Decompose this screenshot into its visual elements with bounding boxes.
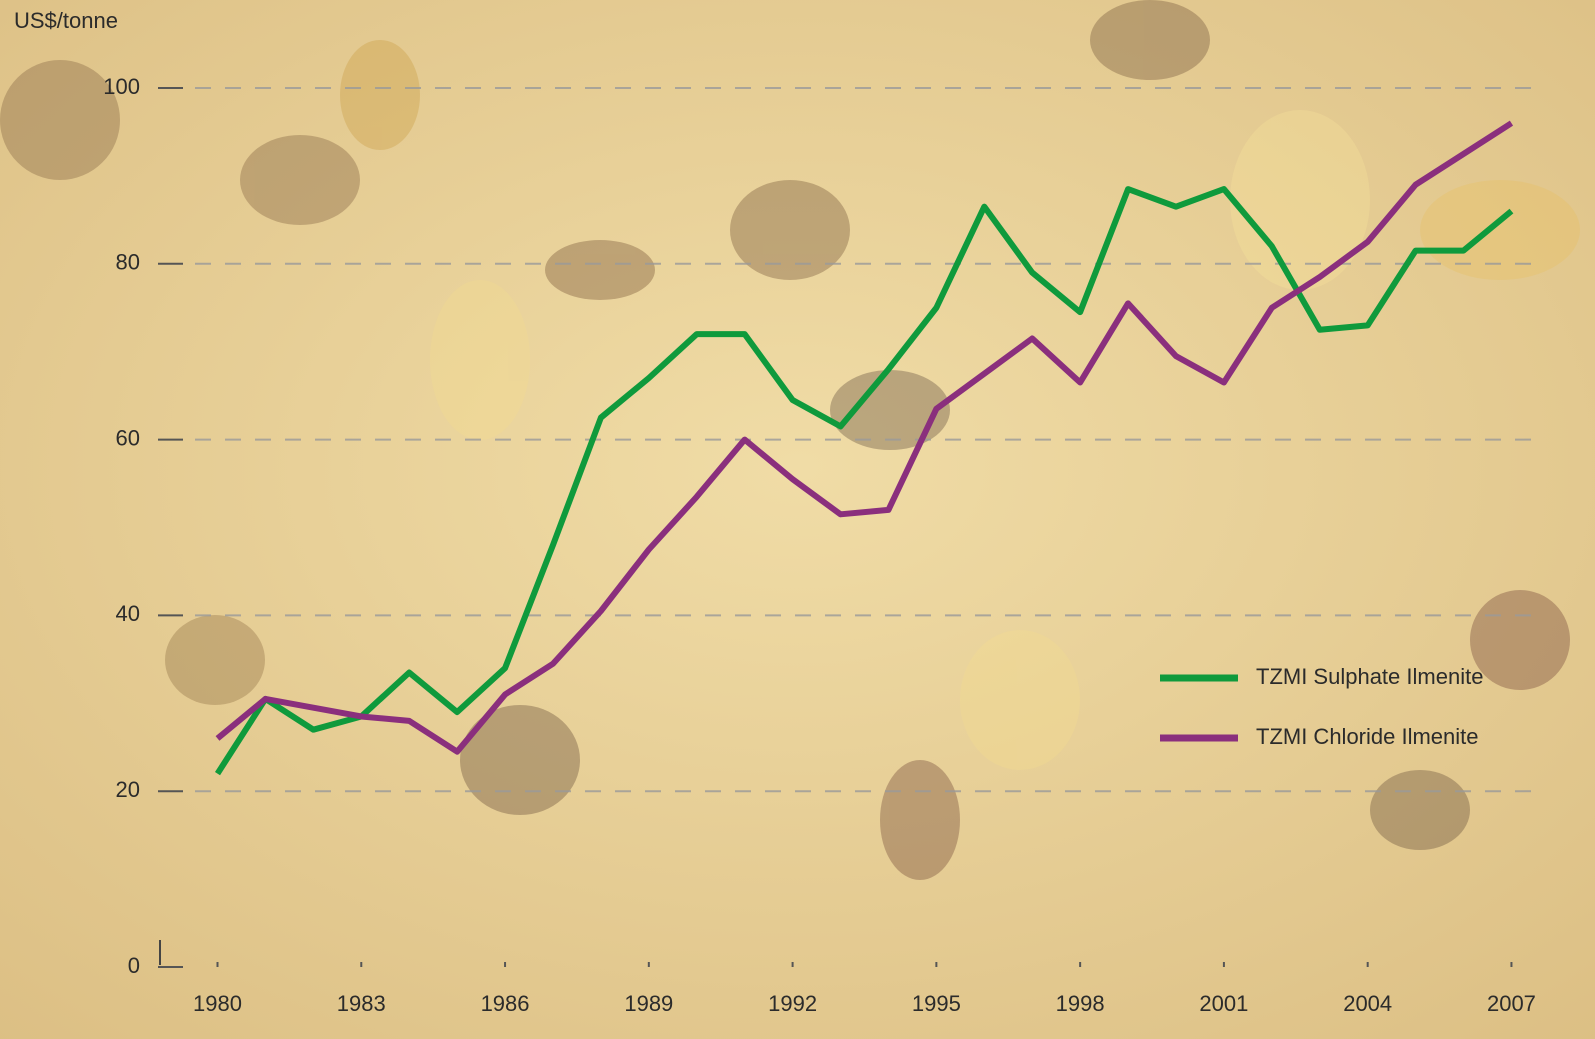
x-tick-label: 1986 — [481, 991, 530, 1016]
chart: US$/tonne 0 20 40 60 80 100 1980 1983 1986 1989 19… — [0, 0, 1595, 1039]
x-tick-label: 2007 — [1487, 991, 1536, 1016]
x-tick-label: 1980 — [193, 991, 242, 1016]
x-tick-label: 1989 — [624, 991, 673, 1016]
y-tick-label: 60 — [116, 425, 140, 450]
y-tick-label: 80 — [116, 250, 140, 275]
x-tick-label: 2001 — [1199, 991, 1248, 1016]
x-tick-label: 2004 — [1343, 991, 1392, 1016]
x-tick-label: 1998 — [1056, 991, 1105, 1016]
legend-label: TZMI Chloride Ilmenite — [1256, 724, 1479, 749]
x-tick-label: 1983 — [337, 991, 386, 1016]
y-tick-label: 100 — [103, 74, 140, 99]
legend-label: TZMI Sulphate Ilmenite — [1256, 664, 1483, 689]
x-tick-label: 1995 — [912, 991, 961, 1016]
y-axis-label: US$/tonne — [14, 8, 118, 33]
x-tick-label: 1992 — [768, 991, 817, 1016]
y-tick-label: 0 — [128, 953, 140, 978]
y-tick-label: 40 — [116, 601, 140, 626]
y-tick-label: 20 — [116, 777, 140, 802]
page: US$/tonne 0 20 40 60 80 100 1980 1983 1986 1989 19… — [0, 0, 1595, 1039]
